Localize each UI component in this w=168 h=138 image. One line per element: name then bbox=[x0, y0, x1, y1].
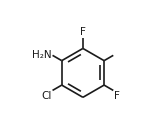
Text: F: F bbox=[114, 91, 120, 101]
Text: F: F bbox=[80, 26, 86, 37]
Text: Cl: Cl bbox=[41, 91, 51, 101]
Text: H₂N: H₂N bbox=[32, 50, 51, 60]
